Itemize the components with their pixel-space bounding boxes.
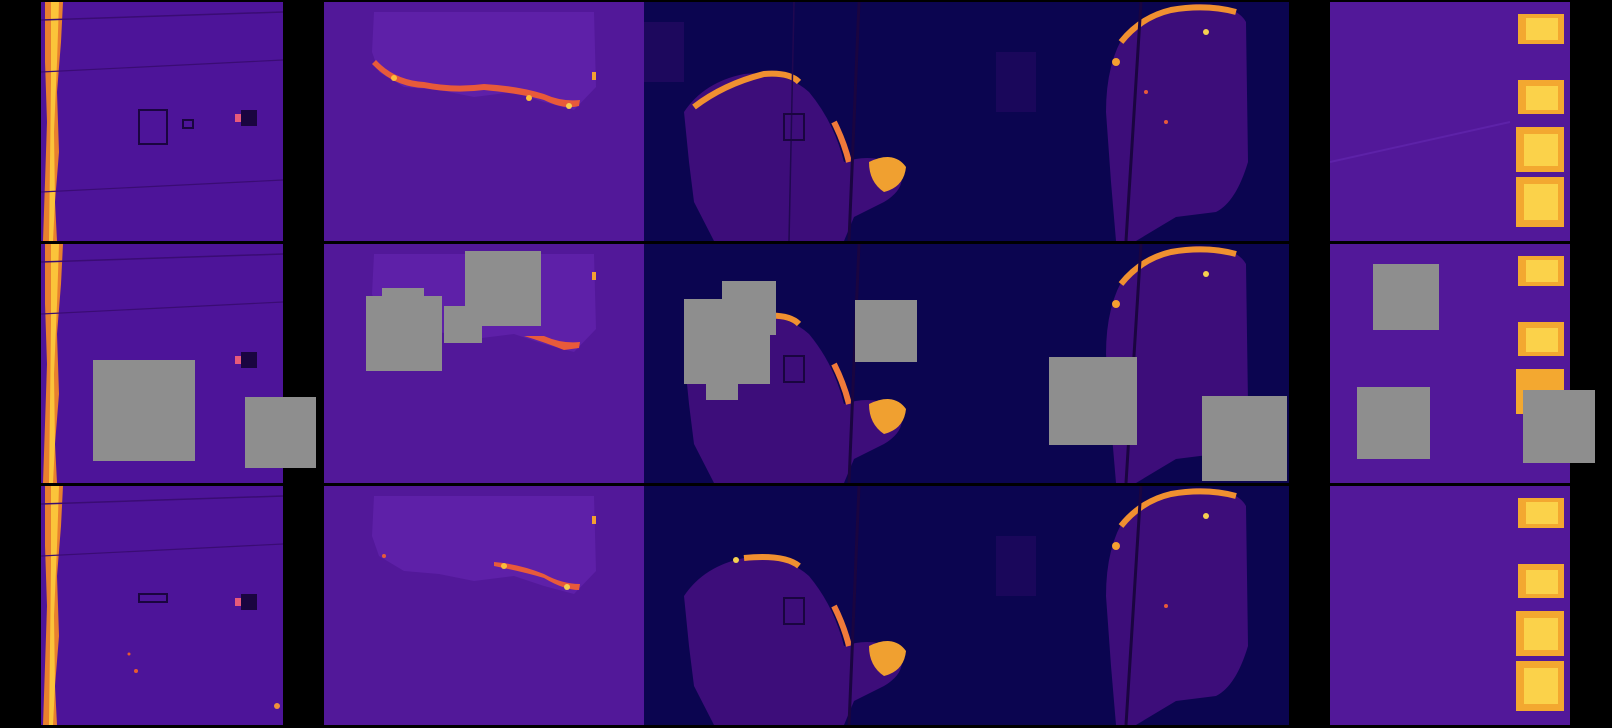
tile-row1-col1	[41, 2, 283, 241]
mask-patch	[1373, 264, 1439, 330]
tile-row1-col5	[1330, 2, 1570, 241]
mask-patch	[706, 382, 738, 400]
mask-patch	[366, 296, 442, 371]
tile-row1-col3	[644, 2, 966, 241]
tile-row1-col2	[324, 2, 644, 241]
mask-patch	[855, 300, 917, 362]
tile-row3-col2	[324, 486, 644, 725]
mask-patch	[722, 281, 776, 335]
tile-row3-col5	[1330, 486, 1570, 725]
mask-patch	[93, 360, 195, 461]
mask-patch	[1202, 396, 1287, 481]
mask-patch	[1357, 387, 1430, 459]
tile-row2-col1	[41, 244, 283, 483]
mask-patch-overflow	[1523, 390, 1595, 463]
tile-row2-col2	[324, 244, 644, 483]
tile-row3-col1	[41, 486, 283, 725]
mask-patch	[1049, 357, 1137, 445]
mask-patch-overflow	[245, 397, 316, 468]
mask-patch	[465, 251, 541, 326]
tile-row2-col3	[644, 244, 966, 483]
tile-row3-col4	[966, 486, 1289, 725]
mask-patch	[382, 288, 424, 300]
tile-row2-col4	[966, 244, 1289, 483]
tile-row1-col4	[966, 2, 1289, 241]
tile-row3-col3	[644, 486, 966, 725]
